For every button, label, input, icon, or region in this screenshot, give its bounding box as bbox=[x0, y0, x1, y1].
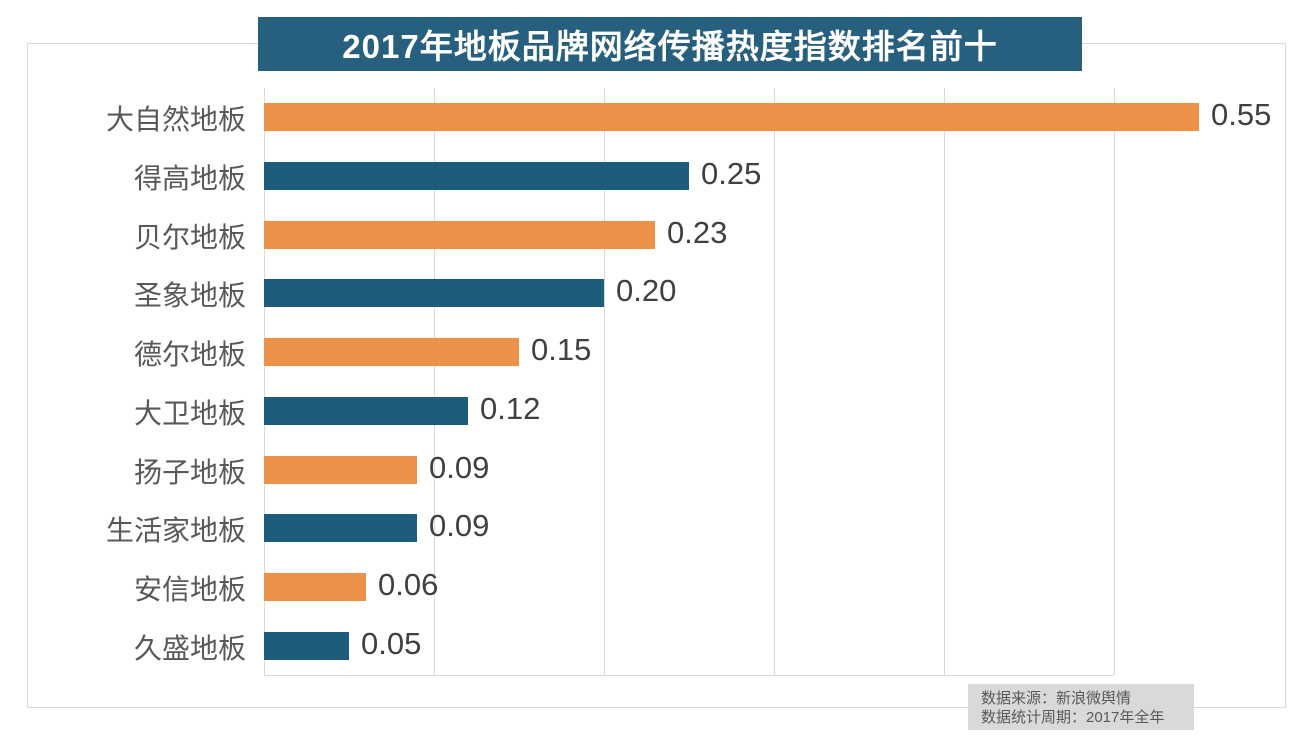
category-label: 大卫地板 bbox=[133, 397, 246, 429]
source-note-line1: 数据来源：新浪微舆情 bbox=[981, 690, 1132, 707]
value-label: 0.55 bbox=[1211, 97, 1272, 133]
bar bbox=[264, 162, 689, 191]
gridline-x-0.2 bbox=[604, 88, 605, 675]
category-label: 圣象地板 bbox=[133, 280, 246, 312]
value-label: 0.20 bbox=[616, 273, 677, 309]
chart-title-banner: 2017年地板品牌网络传播热度指数排名前十 bbox=[258, 17, 1082, 71]
category-label: 久盛地板 bbox=[133, 632, 246, 664]
category-label: 德尔地板 bbox=[133, 339, 246, 371]
bar bbox=[264, 514, 417, 543]
value-label: 0.25 bbox=[701, 156, 762, 192]
gridline-x-0.4 bbox=[944, 88, 945, 675]
bar bbox=[264, 572, 366, 601]
value-label: 0.15 bbox=[531, 332, 592, 368]
value-label: 0.09 bbox=[429, 449, 490, 485]
value-label: 0.09 bbox=[429, 508, 490, 544]
category-label: 大自然地板 bbox=[105, 104, 246, 136]
value-label: 0.06 bbox=[378, 566, 439, 602]
value-label: 0.23 bbox=[667, 214, 728, 250]
gridline-x-0 bbox=[264, 88, 265, 675]
source-note: 数据来源：新浪微舆情 数据统计周期：2017年全年 bbox=[968, 684, 1194, 730]
gridline-x-0.1 bbox=[434, 88, 435, 675]
gridline-x-0.3 bbox=[774, 88, 775, 675]
bar bbox=[264, 338, 519, 367]
bar bbox=[264, 396, 468, 425]
bar bbox=[264, 103, 1199, 132]
value-label: 0.12 bbox=[480, 390, 541, 426]
source-note-line2: 数据统计周期：2017年全年 bbox=[981, 709, 1165, 726]
category-label: 贝尔地板 bbox=[133, 221, 246, 253]
bar bbox=[264, 455, 417, 484]
bar bbox=[264, 631, 349, 660]
category-label: 生活家地板 bbox=[105, 515, 246, 547]
x-axis-line bbox=[264, 675, 1114, 676]
category-label: 得高地板 bbox=[133, 163, 246, 195]
bar bbox=[264, 220, 655, 249]
category-label: 安信地板 bbox=[133, 573, 246, 605]
category-label: 扬子地板 bbox=[133, 456, 246, 488]
chart-title: 2017年地板品牌网络传播热度指数排名前十 bbox=[342, 28, 998, 65]
bar bbox=[264, 279, 604, 308]
value-label: 0.05 bbox=[361, 625, 422, 661]
gridline-x-0.5 bbox=[1114, 88, 1115, 675]
